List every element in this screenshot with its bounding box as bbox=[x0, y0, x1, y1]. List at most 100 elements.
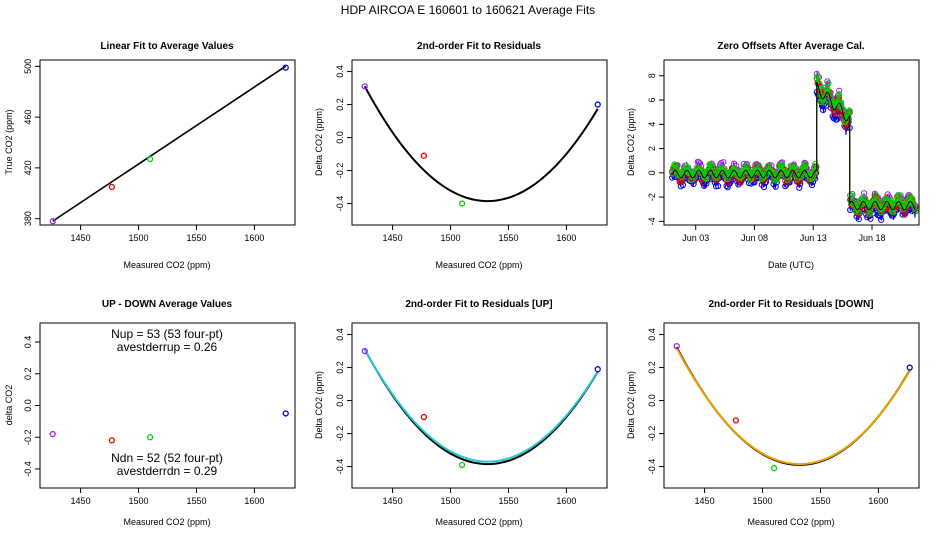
panel-up-down: UP - DOWN Average Values Measured CO2 (p… bbox=[4, 299, 296, 527]
y-tick-label: 420 bbox=[23, 160, 33, 175]
series-point-green bbox=[855, 209, 862, 216]
nup-annotation: Nup = 53 (53 four-pt) bbox=[111, 327, 223, 341]
series-point-purple bbox=[720, 159, 727, 166]
y-tick-label: 0.0 bbox=[647, 394, 657, 407]
panel-residuals-fit: 2nd-order Fit to Residuals Measured CO2 … bbox=[314, 41, 608, 270]
panel-title: 2nd-order Fit to Residuals [DOWN] bbox=[709, 299, 874, 310]
series-point-green bbox=[721, 165, 728, 172]
x-tick-label: 1600 bbox=[556, 233, 576, 243]
data-point-green bbox=[770, 465, 778, 472]
panel-title: Linear Fit to Average Values bbox=[100, 41, 234, 52]
series-point-green bbox=[825, 80, 832, 87]
y-tick-label: 0.4 bbox=[23, 336, 33, 349]
series-point-green bbox=[829, 98, 836, 105]
y-tick-label: 460 bbox=[23, 110, 33, 125]
series-point-red bbox=[832, 110, 840, 117]
y-tick-label: 6 bbox=[647, 98, 657, 103]
x-tick-label: 1500 bbox=[441, 496, 461, 506]
series-point-green bbox=[802, 161, 809, 168]
plot-frame bbox=[663, 59, 920, 226]
x-tick-label: 1500 bbox=[129, 496, 149, 506]
x-tick-label: 1450 bbox=[695, 496, 715, 506]
series-point-blue bbox=[820, 107, 827, 114]
x-tick-label: 1600 bbox=[868, 496, 888, 506]
x-axis-label: Measured CO2 (ppm) bbox=[123, 260, 210, 270]
ndn-annotation: Ndn = 52 (52 four-pt) bbox=[111, 451, 223, 465]
x-axis-label: Measured CO2 (ppm) bbox=[435, 260, 522, 270]
linear-fit-line bbox=[52, 65, 287, 222]
x-tick-label: 1550 bbox=[186, 233, 206, 243]
panel-residuals-up: 2nd-order Fit to Residuals [UP] Measured… bbox=[314, 299, 608, 527]
data-point-purple bbox=[49, 430, 56, 438]
quadratic-fit-curve bbox=[363, 348, 599, 466]
y-axis-label: Delta CO2 (ppm) bbox=[626, 108, 636, 176]
x-tick-label: 1500 bbox=[129, 233, 149, 243]
figure-title: HDP AIRCOA E 160601 to 160621 Average Fi… bbox=[341, 3, 595, 17]
series-point-green bbox=[866, 210, 873, 217]
data-point-red bbox=[108, 183, 116, 191]
x-tick-label: 1550 bbox=[498, 233, 518, 243]
y-axis-label: Delta CO2 (ppm) bbox=[314, 108, 324, 176]
data-point-red bbox=[732, 417, 740, 424]
avestderrdn-annotation: avestderrdn = 0.29 bbox=[117, 464, 218, 478]
data-point-purple bbox=[361, 83, 368, 90]
series-point-green bbox=[813, 167, 820, 174]
y-tick-label: 0.2 bbox=[23, 368, 33, 381]
x-tick-label: Jun 03 bbox=[682, 233, 709, 243]
series-point-red bbox=[901, 211, 908, 218]
y-tick-label: -0.2 bbox=[335, 163, 345, 179]
y-axis-label: Delta CO2 (ppm) bbox=[314, 371, 324, 439]
series-point-green bbox=[791, 165, 799, 172]
series-point-green bbox=[724, 176, 731, 183]
y-tick-label: 8 bbox=[647, 73, 657, 78]
panel-title: Zero Offsets After Average Cal. bbox=[717, 41, 864, 52]
series-point-green bbox=[812, 161, 819, 168]
x-tick-label: 1600 bbox=[556, 496, 576, 506]
series-point-green bbox=[713, 174, 721, 181]
series-point-blue bbox=[796, 184, 803, 191]
panel-linear-fit: Linear Fit to Average Values Measured CO… bbox=[4, 41, 296, 270]
data-point-blue bbox=[906, 364, 913, 371]
y-tick-label: 0.0 bbox=[23, 399, 33, 412]
series-point-green bbox=[845, 114, 852, 121]
y-axis-label: Delta CO2 (ppm) bbox=[626, 371, 636, 439]
series-point-green bbox=[816, 81, 824, 89]
series-point-green bbox=[840, 106, 847, 113]
series-point-blue bbox=[833, 116, 841, 123]
data-point-purple bbox=[49, 218, 56, 225]
x-tick-label: 1550 bbox=[498, 496, 518, 506]
x-tick-label: 1450 bbox=[71, 496, 91, 506]
x-axis-label: Measured CO2 (ppm) bbox=[123, 517, 210, 527]
y-tick-label: -4 bbox=[647, 217, 657, 225]
x-tick-label: 1550 bbox=[810, 496, 830, 506]
series-point-green bbox=[897, 194, 904, 201]
plot-frame bbox=[39, 59, 296, 226]
x-tick-label: 1600 bbox=[244, 233, 264, 243]
series-point-green bbox=[678, 174, 685, 181]
mean-trace-line bbox=[671, 81, 916, 211]
x-tick-label: Jun 18 bbox=[858, 233, 885, 243]
avestderrup-annotation: avestderrup = 0.26 bbox=[117, 340, 218, 354]
x-axis-label: Measured CO2 (ppm) bbox=[747, 517, 834, 527]
series-point-green bbox=[876, 204, 883, 211]
y-tick-label: 0.0 bbox=[335, 131, 345, 144]
x-tick-label: 1500 bbox=[753, 496, 773, 506]
x-axis-label: Measured CO2 (ppm) bbox=[435, 517, 522, 527]
x-tick-label: 1450 bbox=[383, 233, 403, 243]
series-point-green bbox=[672, 162, 679, 169]
data-point-green bbox=[146, 434, 154, 441]
series-point-green bbox=[842, 118, 849, 125]
series-point-green bbox=[821, 99, 828, 106]
y-tick-label: 2 bbox=[647, 146, 657, 151]
series-point-green bbox=[846, 107, 853, 115]
y-axis-label: delta CO2 bbox=[4, 385, 14, 426]
y-tick-label: 0.4 bbox=[647, 328, 657, 341]
series-point-blue bbox=[712, 183, 720, 190]
y-tick-label: 0.2 bbox=[647, 361, 657, 374]
x-tick-label: 1450 bbox=[71, 233, 91, 243]
panel-residuals-down: 2nd-order Fit to Residuals [DOWN] Measur… bbox=[626, 299, 920, 527]
x-axis-label: Date (UTC) bbox=[768, 260, 814, 270]
panel-title: 2nd-order Fit to Residuals bbox=[417, 41, 541, 52]
series-point-green bbox=[743, 162, 751, 169]
